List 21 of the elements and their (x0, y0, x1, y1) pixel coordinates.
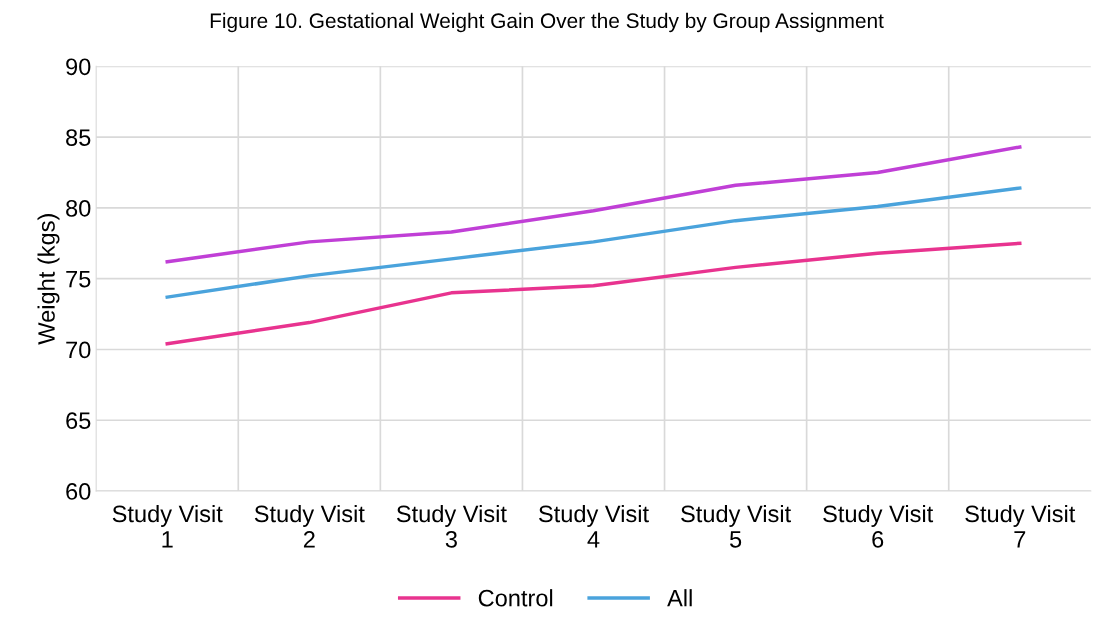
y-tick-label: 65 (66, 412, 91, 430)
y-tick-label: 60 (66, 483, 91, 500)
x-tick-label: Study Visit 6 (823, 504, 934, 548)
x-tick-label: Study Visit 5 (681, 504, 791, 548)
legend-label: Control (478, 589, 553, 607)
x-tick-label: Study Visit 1 (112, 504, 223, 548)
y-tick-label: 80 (66, 199, 91, 217)
line-series (165, 186, 1022, 299)
y-tick-label: 90 (66, 58, 91, 76)
y-tick-label: 75 (66, 271, 91, 288)
line-series (165, 145, 1022, 264)
x-tick-label: Study Visit 2 (254, 504, 365, 548)
y-tick-label: 85 (66, 129, 91, 146)
y-axis-title: Weight (kgs) (37, 214, 60, 345)
legend-label: All (667, 589, 692, 607)
y-tick-label: 70 (66, 341, 91, 359)
line-series (165, 241, 1022, 346)
x-tick-label: Study Visit 7 (965, 504, 1076, 548)
x-tick-label: Study Visit 3 (396, 504, 507, 548)
chart-title: Figure 10. Gestational Weight Gain Over the Study by Group Assignment (210, 12, 884, 33)
x-tick-label: Study Visit 4 (539, 504, 649, 548)
